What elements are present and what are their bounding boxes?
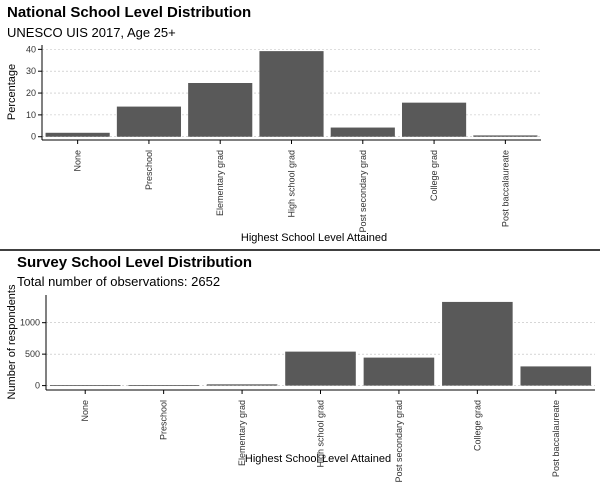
x-tick-label: College grad — [472, 400, 482, 451]
x-tick-label: None — [80, 400, 90, 422]
bar — [285, 351, 356, 386]
bar — [520, 366, 592, 386]
y-tick-label: 20 — [26, 88, 36, 98]
survey-distribution-panel: Survey School Level Distribution Total n… — [6, 254, 595, 483]
bar — [45, 132, 110, 137]
bar — [259, 51, 324, 137]
bar — [206, 384, 278, 386]
chart-title: Survey School Level Distribution — [17, 254, 252, 271]
bar — [128, 385, 199, 386]
x-tick-label: Elementary grad — [237, 400, 247, 466]
bar — [401, 102, 467, 137]
chart-subtitle: Total number of observations: 2652 — [17, 274, 220, 289]
x-tick-label: High school grad — [287, 150, 297, 218]
x-tick-label: Preschool — [144, 150, 154, 190]
x-tick-label: Post baccalaureate — [551, 400, 561, 477]
y-axis-label: Number of respondents — [6, 284, 18, 399]
bar — [330, 127, 395, 137]
x-tick-label: None — [73, 150, 83, 172]
bar — [363, 357, 435, 386]
y-tick-label: 1000 — [20, 318, 40, 328]
x-tick-label: Elementary grad — [215, 150, 225, 216]
x-axis-label: Highest School Level Attained — [241, 232, 387, 244]
y-tick-label: 40 — [26, 44, 36, 54]
y-axis-label: Percentage — [6, 64, 18, 120]
x-tick-label: College grad — [429, 150, 439, 201]
bar — [442, 301, 513, 386]
national-distribution-panel: National School Level Distribution UNESC… — [6, 4, 541, 244]
y-tick-label: 500 — [25, 349, 40, 359]
bar — [116, 106, 182, 137]
x-axis-label: Highest School Level Attained — [245, 453, 391, 465]
y-tick-label: 30 — [26, 66, 36, 76]
x-tick-label: Preschool — [159, 400, 169, 440]
plot-area: 0 10 20 30 40 None Preschool Elementary grad Hig… — [26, 44, 541, 233]
chart-title: National School Level Distribution — [7, 4, 251, 21]
x-tick-label: Post secondary grad — [394, 400, 404, 483]
x-tick-label: Post secondary grad — [358, 150, 368, 233]
x-tick-label: High school grad — [316, 400, 326, 468]
y-tick-label: 0 — [31, 132, 36, 142]
bar — [49, 385, 121, 386]
x-tick-label: Post baccalaureate — [500, 150, 510, 227]
bar — [188, 83, 253, 137]
bar — [473, 135, 538, 137]
y-tick-label: 0 — [35, 381, 40, 391]
y-tick-label: 10 — [26, 110, 36, 120]
chart-subtitle: UNESCO UIS 2017, Age 25+ — [7, 25, 176, 40]
